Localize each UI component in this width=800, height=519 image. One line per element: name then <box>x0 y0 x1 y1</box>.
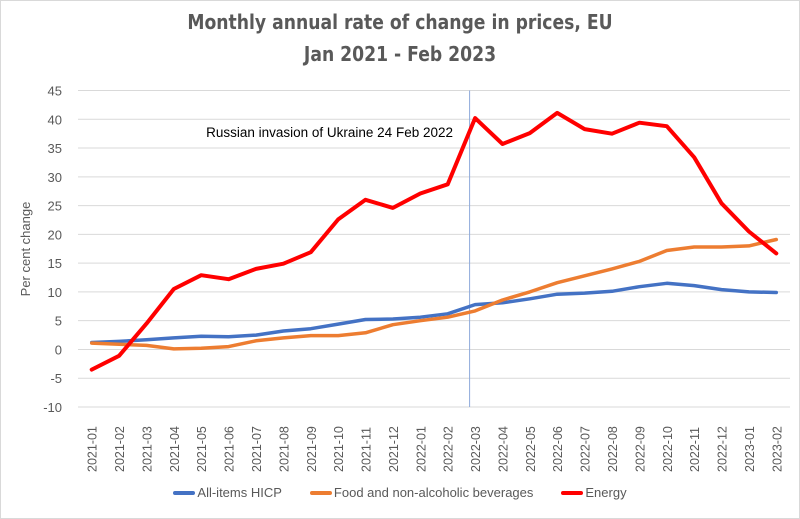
legend-item: Energy <box>561 485 627 500</box>
x-tick-label: 2022-12 <box>716 426 730 472</box>
x-tick-label: 2023-02 <box>770 426 784 472</box>
x-tick-label: 2022-07 <box>579 426 593 472</box>
x-tick-label: 2021-01 <box>86 426 100 472</box>
x-tick-label: 2022-03 <box>469 426 483 472</box>
series-line-all-items-hicp <box>89 281 779 345</box>
y-tick-label: 0 <box>55 342 62 357</box>
x-tick-label: 2021-11 <box>360 427 374 472</box>
chart-title: Monthly annual rate of change in prices,… <box>187 10 613 34</box>
legend-item: Food and non-alcoholic beverages <box>309 485 534 500</box>
y-tick-label: 30 <box>48 170 62 185</box>
y-tick-label: 40 <box>48 112 62 127</box>
series-line-energy <box>89 110 779 372</box>
y-tick-label: 45 <box>48 84 62 99</box>
x-tick-label: 2022-09 <box>633 426 647 472</box>
x-tick-label: 2022-05 <box>524 426 538 472</box>
y-axis-label: Per cent change <box>18 202 33 297</box>
annotation-text: Russian invasion of Ukraine 24 Feb 2022 <box>206 125 453 140</box>
legend-label: Food and non-alcoholic beverages <box>333 485 534 500</box>
y-tick-label: 5 <box>55 314 62 329</box>
x-tick-label: 2022-01 <box>414 426 428 472</box>
chart-subtitle: Jan 2021 - Feb 2023 <box>303 42 497 66</box>
x-tick-label: 2021-07 <box>250 426 264 472</box>
series-lines <box>89 110 779 372</box>
x-tick-label: 2021-10 <box>332 426 346 472</box>
legend-item: All-items HICP <box>173 485 282 500</box>
x-tick-label: 2021-04 <box>168 426 182 472</box>
x-tick-label: 2022-10 <box>661 426 675 472</box>
x-tick-label: 2023-01 <box>743 426 757 472</box>
y-tick-label: 25 <box>48 199 62 214</box>
x-tick-label: 2022-02 <box>442 426 456 472</box>
x-tick-label: 2022-08 <box>606 426 620 472</box>
legend-swatch <box>309 490 332 495</box>
x-tick-label: 2021-03 <box>140 426 154 472</box>
y-tick-labels: -10 -5 0 5 10 15 20 25 30 35 40 45 <box>43 84 62 416</box>
y-tick-label: 15 <box>48 256 62 271</box>
x-tick-label: 2021-08 <box>277 426 291 472</box>
x-tick-label: 2021-12 <box>387 426 401 472</box>
x-tick-label: 2021-05 <box>195 426 209 472</box>
x-tick-label: 2022-04 <box>496 426 510 472</box>
y-tick-label: 35 <box>48 141 62 156</box>
y-tick-label: -5 <box>50 371 62 386</box>
x-tick-labels: 2021-01 2021-02 2021-03 2021-04 2021-05 2021-… <box>86 426 785 472</box>
x-tick-label: 2022-11 <box>688 427 702 472</box>
y-tick-label: 20 <box>48 227 62 242</box>
y-tick-label: -10 <box>43 400 62 415</box>
legend-label: All-items HICP <box>197 485 282 500</box>
x-tick-label: 2021-02 <box>113 426 127 472</box>
chart-legend: All-items HICP Food and non-alcoholic bev… <box>0 485 800 500</box>
x-tick-label: 2021-09 <box>305 426 319 472</box>
x-tick-label: 2022-06 <box>551 426 565 472</box>
legend-swatch <box>173 490 196 495</box>
x-tick-label: 2021-06 <box>223 426 237 472</box>
legend-label: Energy <box>585 485 627 500</box>
y-tick-label: 10 <box>48 285 62 300</box>
annotation-group: Russian invasion of Ukraine 24 Feb 2022 <box>206 90 471 407</box>
series-line-food-and-non-alcoholic-beverages <box>89 237 779 351</box>
legend-swatch <box>561 490 584 495</box>
